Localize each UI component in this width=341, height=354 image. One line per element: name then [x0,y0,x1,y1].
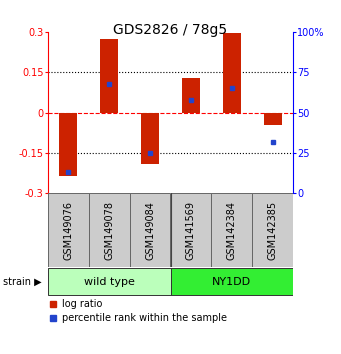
Text: strain ▶: strain ▶ [3,276,42,287]
Bar [130,193,170,267]
Bar [100,39,118,113]
Bar [182,78,200,113]
Bar [170,193,211,267]
Bar [141,113,159,164]
Text: GSM149076: GSM149076 [63,201,73,260]
Bar [170,268,293,295]
Text: GSM142384: GSM142384 [227,201,237,260]
Bar [211,193,252,267]
Bar [48,268,170,295]
Bar [223,33,241,113]
Bar [264,113,282,125]
Text: GSM141569: GSM141569 [186,201,196,260]
Text: NY1DD: NY1DD [212,276,251,287]
Text: GSM149078: GSM149078 [104,201,114,260]
Text: wild type: wild type [84,276,135,287]
Text: percentile rank within the sample: percentile rank within the sample [62,313,227,323]
Bar [89,193,130,267]
Text: GSM142385: GSM142385 [268,201,278,260]
Text: GSM149084: GSM149084 [145,201,155,259]
Text: GDS2826 / 78g5: GDS2826 / 78g5 [114,23,227,37]
Bar [48,193,89,267]
Bar [252,193,293,267]
Text: log ratio: log ratio [62,299,103,309]
Bar [59,113,77,176]
